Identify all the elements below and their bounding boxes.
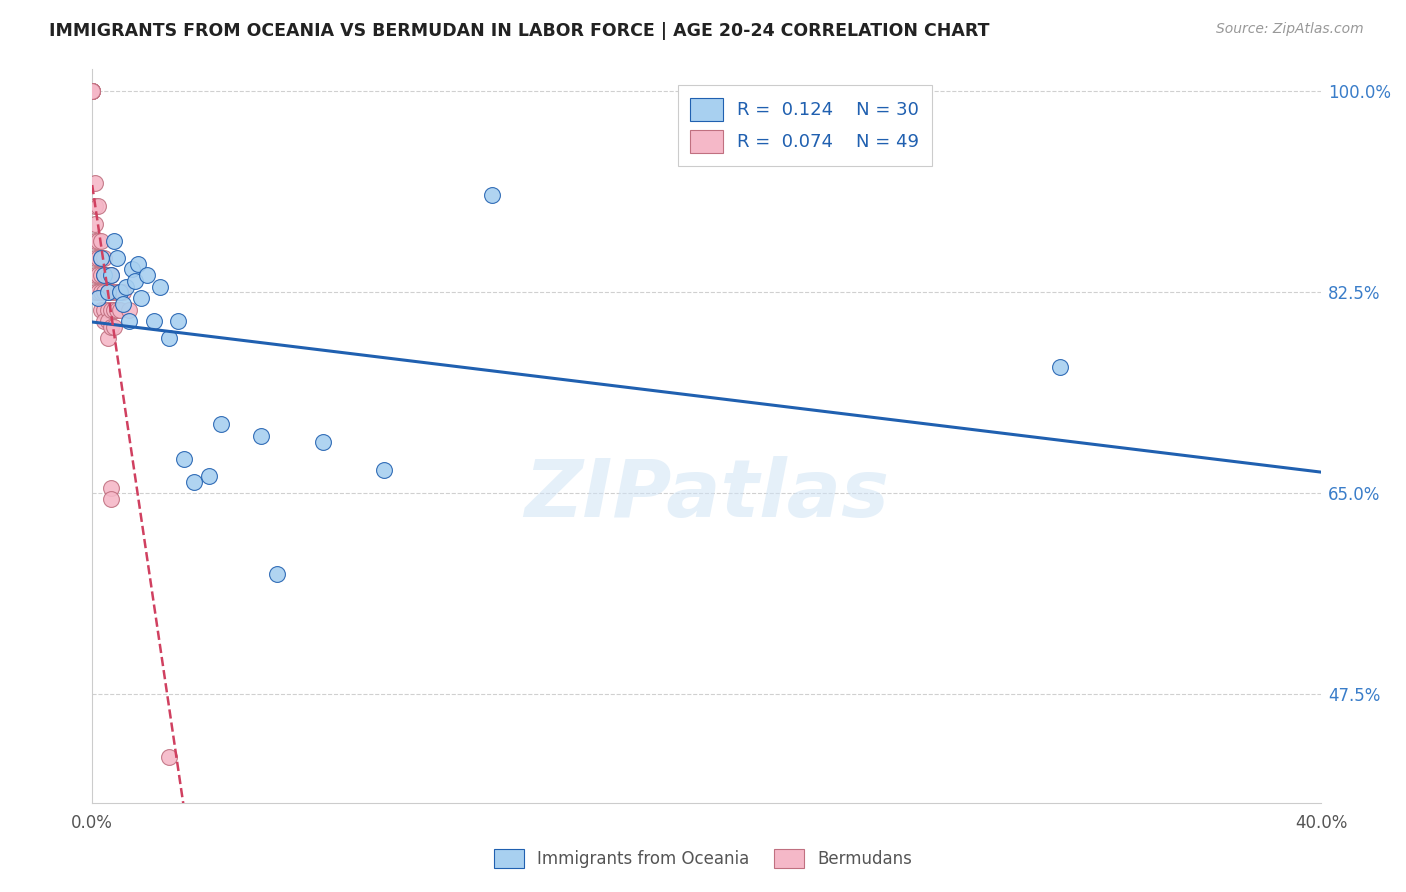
Point [100,302,122,317]
Point [87,199,110,213]
Point [136,268,159,282]
Point [82,85,104,99]
Point [173,451,195,466]
Text: Source: ZipAtlas.com: Source: ZipAtlas.com [1216,22,1364,37]
Point [87,251,110,265]
Point [84,251,107,265]
Point [100,491,122,506]
Point [93,268,115,282]
Point [157,331,180,345]
Point [266,566,288,581]
Point [96,285,118,300]
Point [82,85,104,99]
Point [167,314,190,328]
Point [84,285,107,300]
Point [127,257,149,271]
Point [373,463,395,477]
Point [96,331,118,345]
Point [84,234,107,248]
Point [90,268,112,282]
Point [96,285,118,300]
Point [124,274,146,288]
Point [87,268,110,282]
Point [84,177,107,191]
Point [121,262,143,277]
Point [100,268,122,282]
Point [1049,359,1071,374]
Point [93,314,115,328]
Point [108,285,131,300]
Text: ZIPatlas: ZIPatlas [524,456,889,533]
Point [103,285,125,300]
Point [96,314,118,328]
Point [142,314,165,328]
Point [115,279,138,293]
Point [90,251,112,265]
Point [84,217,107,231]
Point [82,85,104,99]
Point [93,268,115,282]
Point [198,469,221,483]
Point [118,314,141,328]
Legend: R =  0.124    N = 30, R =  0.074    N = 49: R = 0.124 N = 30, R = 0.074 N = 49 [678,85,932,166]
Point [90,234,112,248]
Point [105,251,128,265]
Point [90,285,112,300]
Text: IMMIGRANTS FROM OCEANIA VS BERMUDAN IN LABOR FORCE | AGE 20-24 CORRELATION CHART: IMMIGRANTS FROM OCEANIA VS BERMUDAN IN L… [49,22,990,40]
Point [183,475,205,489]
Point [84,199,107,213]
Point [82,85,104,99]
Point [111,297,134,311]
Point [93,251,115,265]
Point [87,234,110,248]
Point [96,302,118,317]
Point [481,187,503,202]
Point [103,302,125,317]
Point [157,750,180,764]
Point [82,85,104,99]
Point [131,291,153,305]
Point [87,285,110,300]
Point [108,285,131,300]
Point [100,481,122,495]
Point [90,302,112,317]
Legend: Immigrants from Oceania, Bermudans: Immigrants from Oceania, Bermudans [486,842,920,875]
Point [100,319,122,334]
Point [84,268,107,282]
Point [103,234,125,248]
Point [96,268,118,282]
Point [93,302,115,317]
Point [100,268,122,282]
Point [108,302,131,317]
Point [111,285,134,300]
Point [311,434,333,449]
Point [93,285,115,300]
Point [82,85,104,99]
Point [103,319,125,334]
Point [100,285,122,300]
Point [209,417,232,432]
Point [105,285,128,300]
Point [105,302,128,317]
Point [87,291,110,305]
Point [118,302,141,317]
Point [250,429,273,443]
Point [149,279,172,293]
Point [90,251,112,265]
